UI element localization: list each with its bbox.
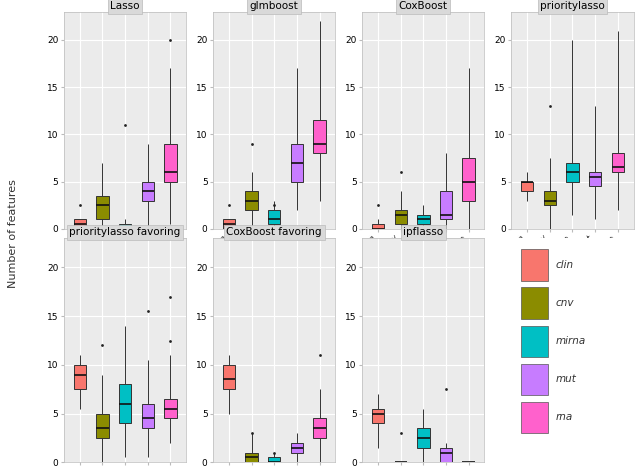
- Text: rna: rna: [556, 412, 573, 423]
- Title: Lasso: Lasso: [110, 1, 140, 11]
- Bar: [440, 448, 452, 462]
- Bar: [268, 210, 280, 224]
- Title: CoxBoost favoring: CoxBoost favoring: [227, 227, 322, 237]
- Bar: [440, 191, 452, 219]
- Bar: [74, 219, 86, 229]
- Text: mut: mut: [556, 375, 576, 384]
- Bar: [245, 453, 258, 462]
- Bar: [291, 443, 303, 453]
- Text: Number of features: Number of features: [8, 179, 18, 288]
- Bar: [372, 224, 384, 229]
- Bar: [223, 365, 235, 389]
- Title: ipflasso: ipflasso: [403, 227, 444, 237]
- Text: cnv: cnv: [556, 298, 574, 308]
- Bar: [164, 144, 177, 182]
- Bar: [314, 120, 326, 153]
- Bar: [245, 191, 258, 210]
- Bar: [521, 182, 533, 191]
- Bar: [394, 210, 407, 224]
- Bar: [417, 428, 429, 448]
- Bar: [119, 384, 131, 424]
- FancyBboxPatch shape: [521, 249, 548, 281]
- Title: prioritylasso favoring: prioritylasso favoring: [70, 227, 180, 237]
- Title: glmboost: glmboost: [250, 1, 299, 11]
- Bar: [74, 365, 86, 389]
- Bar: [164, 399, 177, 418]
- Bar: [314, 418, 326, 438]
- Text: clin: clin: [556, 260, 573, 270]
- Bar: [268, 458, 280, 462]
- Bar: [417, 215, 429, 224]
- Bar: [141, 404, 154, 428]
- Text: mirna: mirna: [556, 336, 586, 347]
- Bar: [372, 409, 384, 424]
- Bar: [589, 172, 602, 186]
- FancyBboxPatch shape: [521, 325, 548, 357]
- Bar: [96, 414, 109, 438]
- Bar: [543, 191, 556, 205]
- Bar: [96, 196, 109, 219]
- FancyBboxPatch shape: [521, 402, 548, 433]
- Title: prioritylasso: prioritylasso: [540, 1, 605, 11]
- Bar: [223, 219, 235, 229]
- FancyBboxPatch shape: [521, 364, 548, 395]
- Bar: [612, 153, 624, 172]
- FancyBboxPatch shape: [521, 288, 548, 319]
- Bar: [566, 163, 579, 182]
- Bar: [463, 158, 475, 200]
- Bar: [141, 182, 154, 200]
- Title: CoxBoost: CoxBoost: [399, 1, 448, 11]
- Bar: [119, 224, 131, 229]
- Bar: [291, 144, 303, 182]
